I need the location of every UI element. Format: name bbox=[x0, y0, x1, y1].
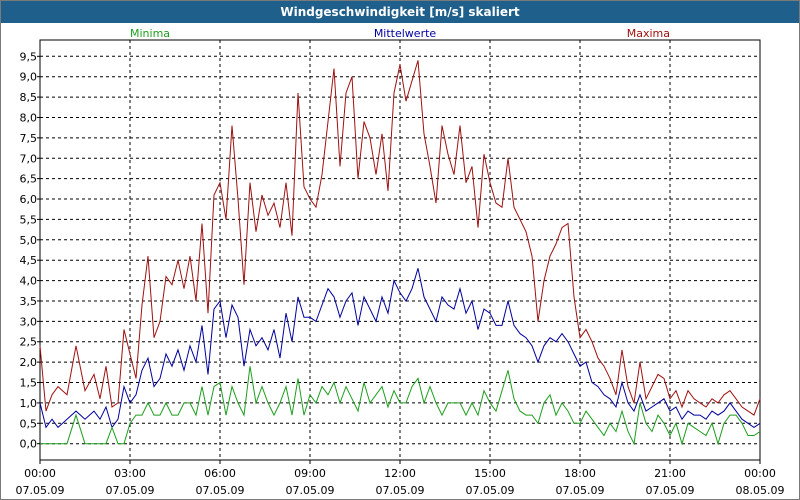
legend-mittelwerte: Mittelwerte bbox=[374, 27, 437, 40]
window-title: Windgeschwindigkeit [m/s] skaliert bbox=[1, 1, 799, 23]
x-tick-date: 07.05.09 bbox=[556, 484, 605, 497]
y-tick-label: 2,0 bbox=[20, 356, 38, 369]
y-tick-label: 1,5 bbox=[20, 377, 38, 390]
y-tick-label: 3,5 bbox=[20, 295, 38, 308]
y-tick-label: 5,0 bbox=[20, 234, 38, 247]
x-tick-date: 07.05.09 bbox=[286, 484, 335, 497]
y-tick-label: 9,5 bbox=[20, 50, 38, 63]
series-line-minima bbox=[40, 366, 761, 446]
series-lines bbox=[39, 60, 761, 446]
x-tick-date: 07.05.09 bbox=[466, 484, 515, 497]
x-tick-date: 07.05.09 bbox=[196, 484, 245, 497]
y-tick-label: 5,5 bbox=[20, 213, 38, 226]
y-tick-label: 6,0 bbox=[20, 193, 38, 206]
y-tick-label: 0,5 bbox=[20, 417, 38, 430]
x-tick-time: 21:00 bbox=[654, 467, 686, 480]
x-tick-date: 08.05.09 bbox=[736, 484, 785, 497]
y-tick-label: 4,0 bbox=[20, 275, 38, 288]
x-tick-date: 07.05.09 bbox=[646, 484, 695, 497]
y-tick-label: 3,0 bbox=[20, 315, 38, 328]
y-tick-label: 8,0 bbox=[20, 111, 38, 124]
series-line-mittelwerte bbox=[39, 268, 761, 429]
y-tick-label: 1,0 bbox=[20, 397, 38, 410]
x-tick-time: 03:00 bbox=[114, 467, 146, 480]
legend-maxima: Maxima bbox=[627, 27, 670, 40]
y-axis-ticks: 0,0 0,5 1,0 1,5 2,0 2,5 3,0 3,5 4,0 4,5 5,0 5,5 6,0 6… bbox=[20, 50, 40, 451]
grid-lines bbox=[40, 40, 760, 460]
x-tick-time: 12:00 bbox=[384, 467, 416, 480]
y-tick-label: 7,0 bbox=[20, 152, 38, 165]
x-tick-time: 00:00 bbox=[24, 467, 56, 480]
y-tick-label: 9,0 bbox=[20, 71, 38, 84]
x-tick-time: 00:00 bbox=[744, 467, 776, 480]
x-axis-ticks: 00:00 07.05.09 03:00 07.05.09 06:00 07.05.09 0… bbox=[16, 460, 785, 497]
x-tick-date: 07.05.09 bbox=[376, 484, 425, 497]
x-tick-date: 07.05.09 bbox=[16, 484, 65, 497]
series-line-maxima bbox=[39, 60, 761, 416]
y-tick-label: 2,5 bbox=[20, 336, 38, 349]
x-tick-time: 06:00 bbox=[204, 467, 236, 480]
x-tick-time: 18:00 bbox=[564, 467, 596, 480]
y-tick-label: 6,5 bbox=[20, 173, 38, 186]
y-tick-label: 8,5 bbox=[20, 91, 38, 104]
x-tick-time: 09:00 bbox=[294, 467, 326, 480]
y-tick-label: 7,5 bbox=[20, 132, 38, 145]
x-tick-date: 07.05.09 bbox=[106, 484, 155, 497]
y-tick-label: 4,5 bbox=[20, 254, 38, 267]
x-tick-time: 15:00 bbox=[474, 467, 506, 480]
y-tick-label: 0,0 bbox=[20, 438, 38, 451]
legend-minima: Minima bbox=[130, 27, 170, 40]
